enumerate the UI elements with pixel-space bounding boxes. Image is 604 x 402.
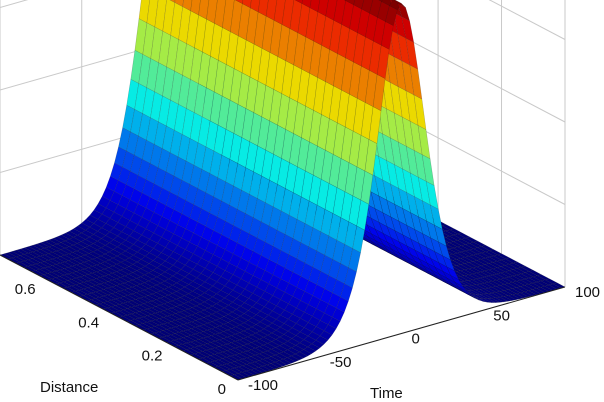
surface-mesh — [0, 0, 566, 381]
surface-patch — [378, 0, 383, 2]
time-tick-labels: -100 -50 0 50 100 — [248, 284, 600, 394]
time-axis-line — [237, 286, 566, 381]
surface-patch — [250, 0, 261, 13]
surface-patch — [190, 0, 201, 16]
surface-patch — [309, 0, 321, 13]
distance-tick-label: 0.6 — [15, 281, 36, 298]
distance-tick-label: 0 — [218, 381, 226, 398]
surface-patch — [344, 0, 347, 1]
surface-patch — [174, 0, 184, 7]
surface-patch — [182, 0, 193, 12]
axes — [0, 254, 566, 381]
time-tick-label: 0 — [412, 331, 420, 348]
surface-patch — [353, 0, 365, 10]
time-tick-label: -50 — [330, 354, 352, 371]
surface-patch — [345, 0, 356, 5]
distance-tick-labels: 0 0.2 0.4 0.6 — [15, 281, 226, 398]
surface-patch — [258, 0, 269, 17]
grid-line — [488, 0, 566, 40]
surface-patch — [235, 0, 243, 4]
distance-axis-label: Distance — [40, 379, 98, 396]
surface-patch — [294, 0, 303, 4]
time-tick-label: -100 — [248, 377, 278, 394]
time-tick-label: 100 — [575, 284, 600, 301]
time-axis-label: Time — [370, 385, 403, 402]
surface-patch — [301, 0, 312, 8]
surface-patch — [242, 0, 252, 8]
distance-tick-label: 0.2 — [142, 348, 163, 365]
time-tick-label: 50 — [493, 307, 510, 324]
surface-patch — [169, 0, 176, 3]
surface-patch — [198, 0, 210, 20]
distance-axis-line — [0, 254, 239, 381]
distance-tick-label: 0.4 — [78, 314, 99, 331]
